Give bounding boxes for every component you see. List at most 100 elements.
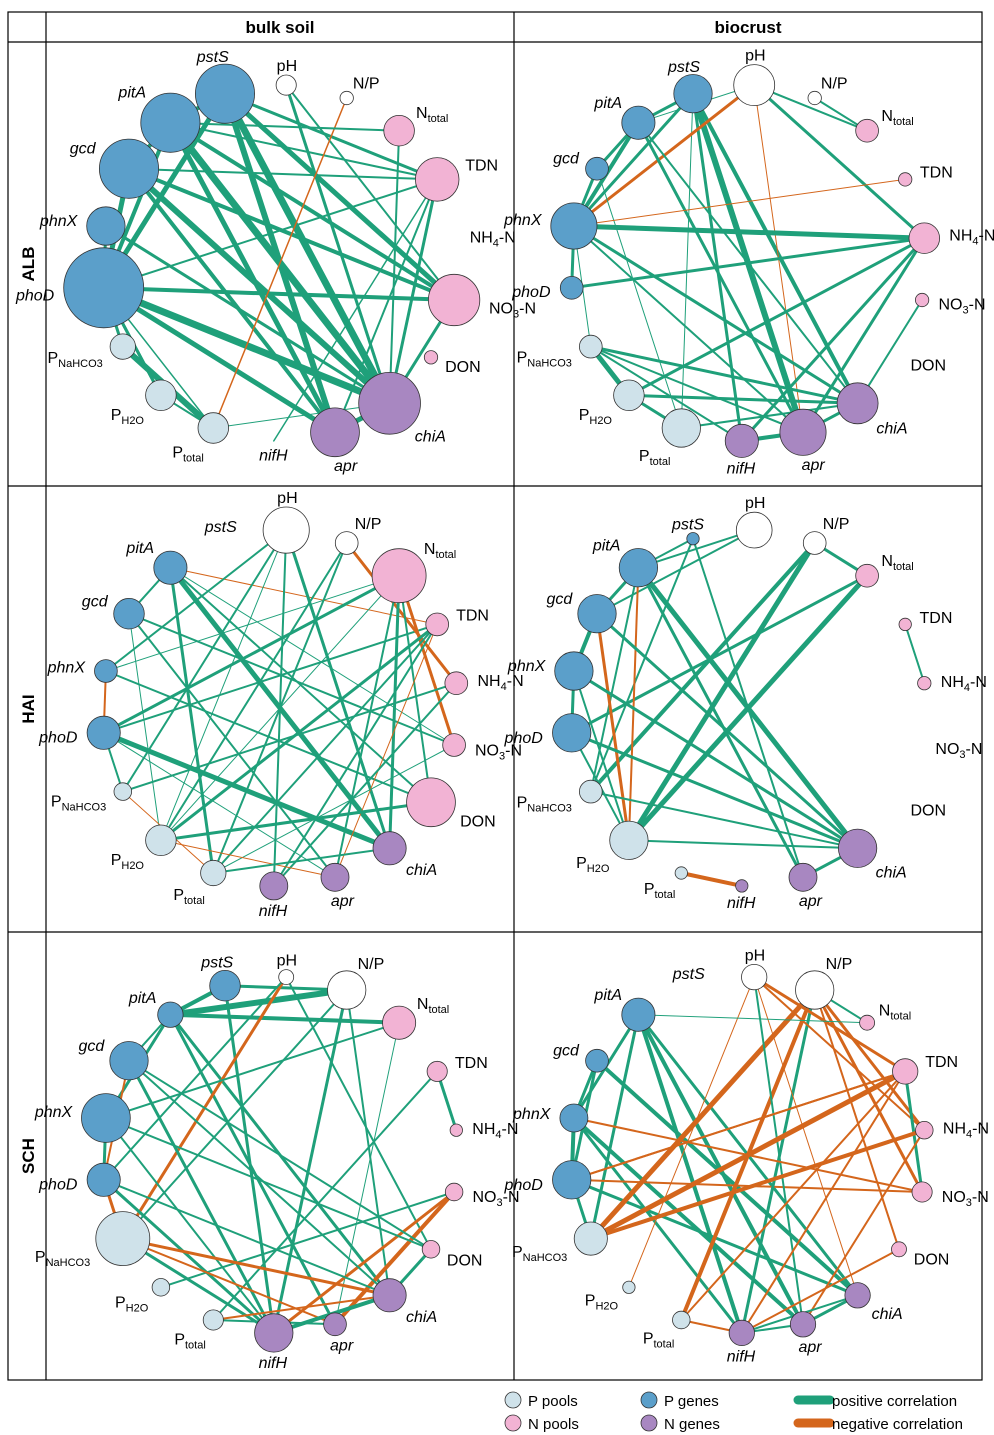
label-phod: phoD: [38, 730, 78, 747]
legend-n-pools-swatch: [504, 1414, 522, 1432]
panel-hai-bulk-soil: pstS pH N/P Ntotal TDN NH4-N NO3-N DON chiA apr ni…: [38, 490, 523, 920]
network-panels: pstS pH N/P Ntotal TDN NH4-N NO3-N DON chiA apr ni…: [15, 48, 994, 1373]
edge-NH4-nifH-positive: [272, 682, 458, 887]
edge-gcd-apr-positive: [128, 612, 336, 879]
node-no3: [427, 273, 481, 327]
node-pita: [618, 548, 659, 588]
label-ntotal: Ntotal: [424, 541, 456, 561]
label-ptotal: Ptotal: [639, 448, 670, 468]
edge-Ntotal-phoD-positive: [570, 574, 869, 735]
panel-sch-bulk-soil: pstS pH N/P Ntotal TDN NH4-N NO3-N DON chiA apr ni…: [34, 953, 520, 1373]
edges: [569, 975, 927, 1335]
edge-gcd-chiA-positive: [126, 165, 393, 407]
label-ph: pH: [277, 490, 297, 507]
edge-NP-PNaHCO3-positive: [121, 989, 348, 1240]
node-ph: [275, 74, 297, 96]
edge-phnX-DON-positive: [104, 1117, 432, 1251]
edge-Ptotal-nifH-negative: [679, 871, 744, 888]
legend-n-genes-label: N genes: [664, 1416, 720, 1433]
node-ph: [733, 64, 776, 106]
node-pnahco3: [109, 333, 136, 360]
edge-pitA-chiA-positive: [635, 565, 861, 851]
edge-pstS-Ptotal-positive: [680, 93, 694, 429]
edge-NO3-phnX-negative: [572, 1117, 924, 1193]
node-ph: [741, 963, 768, 991]
edge-pH-chiA-negative: [753, 976, 859, 1296]
edge-phoD-chiA-positive: [570, 731, 860, 850]
label-nifh: nifH: [259, 448, 288, 465]
node-no3: [442, 733, 466, 757]
edge-pitA-TDN-positive: [169, 121, 439, 181]
edge-phnX-apr-positive: [572, 225, 804, 434]
label-pita: pitA: [117, 85, 146, 102]
legend-p-pools-label: P pools: [528, 1393, 578, 1410]
label-gcd: gcd: [547, 591, 574, 608]
nodes: pstS pH N/P Ntotal TDN NH4-N NO3-N DON chiA apr ni…: [38, 490, 523, 920]
label-ph: pH: [745, 495, 765, 512]
label-don: DON: [914, 1252, 950, 1269]
node-ntotal: [371, 548, 427, 604]
node-chia: [837, 828, 878, 868]
label-chia: chiA: [876, 864, 907, 881]
node-ph2o: [613, 379, 645, 412]
edge-phnX-nifH-positive: [572, 1116, 744, 1335]
label-phnx: phnX: [507, 658, 547, 675]
edge-Ptotal-chiA-negative: [212, 1294, 391, 1321]
node-nh4: [444, 671, 469, 695]
row-header-alb: ALB: [19, 247, 38, 282]
node-nifh: [724, 423, 759, 458]
label-nh4: NH4-N: [943, 1121, 989, 1141]
label-apr: apr: [802, 457, 826, 474]
panel-alb-biocrust: pstS pH N/P Ntotal TDN NH4-N NO3-N DON chiA apr ni…: [503, 48, 994, 478]
label-ph2o: PH2O: [111, 407, 145, 427]
edge-pitA-TDN-negative: [169, 567, 438, 625]
node-apr: [788, 862, 818, 892]
node-nh4: [449, 1123, 463, 1137]
node-ntotal: [859, 1014, 875, 1031]
grid-frame: [7, 11, 983, 1381]
node-no3: [911, 1181, 933, 1203]
label-pnahco3: PNaHCO3: [517, 795, 572, 815]
label-nifh: nifH: [727, 1349, 756, 1366]
edge-PH2O-apr-negative: [160, 839, 336, 878]
edge-pH-NH4-negative: [753, 976, 926, 1132]
label-chia: chiA: [872, 1306, 903, 1323]
node-pita: [140, 92, 201, 153]
label-nh4: NH4-N: [941, 674, 987, 694]
label-don: DON: [447, 1252, 483, 1269]
edge-PH2O-chiA-positive: [627, 393, 860, 405]
label-no3: NO3-N: [473, 1189, 520, 1209]
edge-TDN-phnX-negative: [573, 178, 906, 227]
label-tdn: TDN: [920, 610, 953, 627]
edge-pstS-NP-positive: [223, 984, 349, 992]
edge-pstS-nifH-positive: [223, 984, 276, 1335]
label-no3: NO3-N: [942, 1189, 989, 1209]
label-pnahco3: PNaHCO3: [512, 1244, 567, 1264]
node-ptotal: [202, 1309, 224, 1331]
edge-pH-phoD-positive: [102, 976, 288, 1181]
node-ntotal: [855, 563, 879, 588]
node-apr: [323, 1312, 347, 1337]
label-phnx: phnX: [512, 1106, 552, 1123]
label-gcd: gcd: [553, 150, 580, 167]
node-ptotal: [661, 408, 701, 448]
node-chia: [372, 831, 407, 866]
node-psts: [673, 74, 713, 114]
label-phnx: phnX: [47, 660, 87, 677]
nodes: pstS pH N/P Ntotal TDN NH4-N NO3-N DON chiA apr ni…: [504, 947, 989, 1365]
node-apr: [320, 862, 350, 892]
node-pita: [153, 550, 188, 585]
edge-pitA-Ntotal-positive: [637, 1014, 868, 1024]
node-np: [327, 970, 367, 1010]
edge-Ntotal-chiA-positive: [388, 574, 401, 850]
node-tdn: [898, 172, 913, 187]
node-no3: [914, 292, 930, 308]
node-phod: [559, 275, 584, 300]
node-don: [891, 1241, 907, 1258]
edge-pH-NH4-positive: [752, 83, 926, 240]
label-phnx: phnX: [39, 213, 79, 230]
edge-pH-PH2O-negative: [628, 976, 755, 1288]
node-phod: [86, 1162, 121, 1197]
edge-pstS-NO3-positive: [222, 91, 457, 303]
label-phod: phoD: [504, 1177, 544, 1194]
